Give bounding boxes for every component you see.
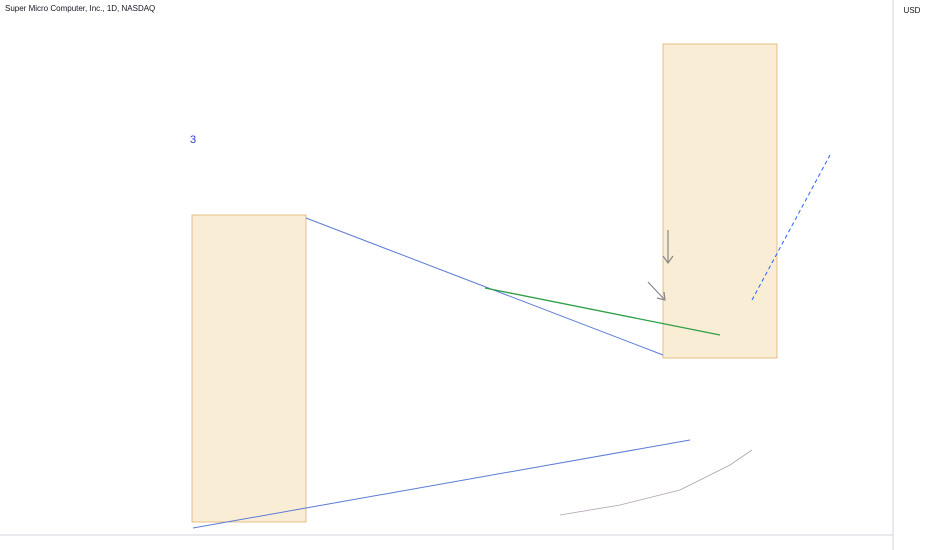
range-box (191, 214, 307, 523)
trend-line (484, 287, 721, 336)
range-box (662, 43, 778, 359)
wave-label: 3 (190, 134, 196, 146)
chart-title: Super Micro Computer, Inc., 1D, NASDAQ (5, 4, 155, 13)
arrow (662, 230, 674, 265)
arrow (647, 281, 666, 301)
trend-line (192, 439, 691, 529)
currency: USD (904, 6, 921, 15)
moving-average (559, 449, 753, 516)
trend-line (305, 217, 664, 356)
